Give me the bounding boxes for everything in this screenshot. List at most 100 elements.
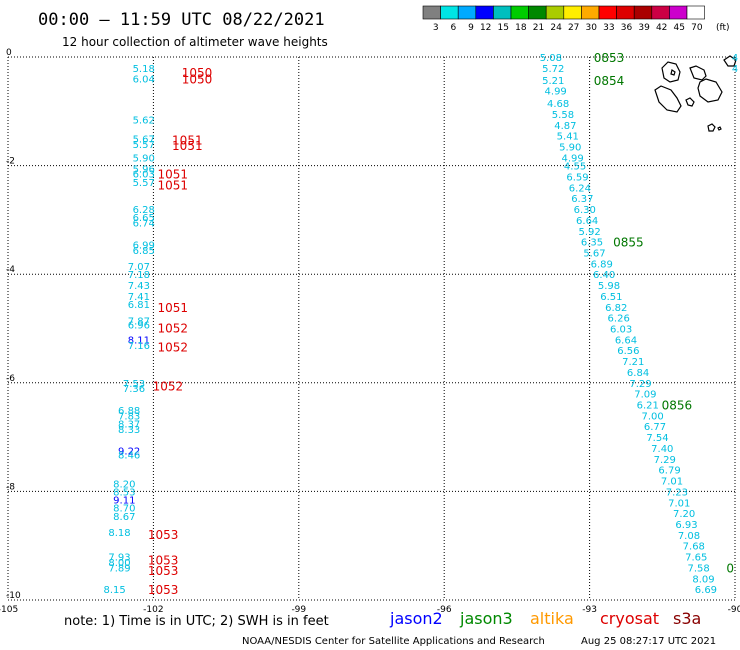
- wave-height-label: 6.03: [610, 325, 632, 336]
- pass-time-label: 1051: [158, 179, 189, 193]
- wave-height-label: 7.21: [622, 357, 644, 368]
- wave-height-label: 4: [732, 53, 738, 64]
- scale-swatch: [651, 5, 670, 20]
- wave-height-label: 6.64: [576, 216, 598, 227]
- scale-label: 3: [433, 23, 439, 33]
- pass-time-label: 1050: [182, 66, 213, 80]
- wave-height-label: 6.04: [133, 75, 155, 86]
- wave-height-label: 7.43: [128, 281, 150, 292]
- scale-label: 36: [621, 23, 633, 33]
- scale-swatch: [669, 5, 688, 20]
- track-edge: 44: [732, 53, 738, 75]
- wave-height-label: 5.18: [133, 64, 155, 75]
- wave-height-label: 4.87: [554, 121, 576, 132]
- wave-height-label: 7.93: [108, 553, 130, 564]
- wave-height-label: 7.41: [128, 292, 150, 303]
- wave-height-label: 6.28: [133, 205, 155, 216]
- wave-height-label: 6.81: [128, 300, 150, 311]
- scale-swatch: [510, 5, 529, 20]
- wave-height-label: 8.20: [113, 479, 135, 490]
- wave-height-label: 7.23: [666, 487, 688, 498]
- wave-height-label: 4.55: [564, 162, 586, 173]
- pass-time-label: 1053: [148, 553, 179, 567]
- wave-height-label: 7.58: [688, 563, 710, 574]
- pass-time-label: 0853: [594, 51, 625, 65]
- wave-height-label: 7.68: [683, 542, 705, 553]
- scale-label: 9: [468, 23, 474, 33]
- scale-swatch: [686, 5, 705, 20]
- x-tick-label: -102: [143, 605, 163, 615]
- wave-height-label: 6.85: [133, 246, 155, 257]
- scale-swatch: [616, 5, 635, 20]
- y-tick-label: 0: [6, 48, 12, 58]
- axis-ticks: -105 -102 -99 -96 -93 -90 0 -2 -4 -6 -8 -10: [0, 48, 740, 615]
- wave-height-label: 4.99: [545, 87, 567, 98]
- wave-height-label: 8.18: [108, 528, 130, 539]
- pass-time-label: 1053: [148, 564, 179, 578]
- wave-height-label: 4: [732, 64, 738, 75]
- wave-height-label: 7.65: [685, 553, 707, 564]
- pass-time-label: 0: [726, 561, 734, 575]
- scale-label: 18: [515, 23, 527, 33]
- track-west: 5.186.045.625.675.575.905.966.035.576.28…: [103, 64, 212, 597]
- wave-height-label: 7.89: [108, 563, 130, 574]
- scale-label: 21: [533, 23, 544, 33]
- wave-height-label: 8.67: [113, 512, 135, 523]
- wave-height-label: 5.90: [133, 153, 155, 164]
- scale-label: 42: [656, 23, 667, 33]
- x-tick-label: -96: [437, 605, 452, 615]
- pass-time-label: 1051: [158, 301, 189, 315]
- wave-height-label: 6.79: [658, 466, 680, 477]
- wave-height-label: 6.89: [591, 259, 613, 270]
- wave-height-label: 6.51: [600, 292, 622, 303]
- wave-height-label: 8.33: [118, 425, 140, 436]
- y-tick-label: -10: [6, 591, 21, 601]
- wave-height-label: 7.54: [646, 433, 668, 444]
- footer-timestamp: Aug 25 08:27:17 UTC 2021: [581, 636, 716, 647]
- wave-height-label: 6.74: [133, 219, 155, 230]
- scale-swatch: [440, 5, 459, 20]
- scale-swatch: [545, 5, 565, 20]
- x-tick-label: -93: [582, 605, 597, 615]
- pass-time-label: 1052: [153, 380, 184, 394]
- y-tick-label: -2: [6, 157, 15, 167]
- wave-height-label: 5.62: [133, 115, 155, 126]
- wave-height-label: 5.58: [552, 110, 574, 121]
- wave-height-label: 6.64: [615, 335, 637, 346]
- scale-swatch: [475, 5, 494, 20]
- wave-height-label: 9.11: [113, 496, 135, 507]
- scale-swatch: [493, 5, 512, 20]
- wave-height-label: 6.26: [608, 314, 630, 325]
- scale-swatch: [598, 5, 617, 20]
- scale-label: 27: [568, 23, 579, 33]
- wave-height-label: 5.98: [598, 281, 620, 292]
- wave-height-label: 6.69: [695, 585, 717, 596]
- wave-height-label: 6.77: [644, 422, 666, 433]
- wave-height-label: 4.68: [547, 99, 569, 110]
- wave-height-label: 5.92: [578, 227, 600, 238]
- wave-height-label: 7.18: [128, 270, 150, 281]
- wave-height-label: 7.29: [629, 379, 651, 390]
- wave-height-label: 8.00: [108, 558, 130, 569]
- wave-height-label: 8.15: [103, 585, 125, 596]
- map-grid: [7, 56, 736, 601]
- track-east: 5.085.725.214.994.685.584.875.415.904.99…: [540, 51, 734, 596]
- wave-height-label: 6.96: [128, 321, 150, 332]
- wave-height-label: 6.99: [133, 240, 155, 251]
- wave-height-label: 6.84: [627, 368, 649, 379]
- mission-jason3: jason3: [459, 609, 513, 628]
- scale-swatch: [528, 5, 547, 20]
- y-tick-label: -8: [6, 482, 15, 492]
- wave-height-label: 8.11: [128, 335, 150, 346]
- wave-height-label: 5.67: [133, 134, 155, 145]
- pass-time-label: 1051: [172, 139, 203, 153]
- scale-swatch: [563, 5, 582, 20]
- wave-height-label: 5.57: [133, 178, 155, 189]
- scale-label: 15: [498, 23, 509, 33]
- x-tick-label: -90: [728, 605, 740, 615]
- mission-legend: jason2 jason3 altika cryosat s3a: [389, 609, 701, 628]
- wave-height-label: 7.53: [123, 379, 145, 390]
- footer-credit: NOAA/NESDIS Center for Satellite Applica…: [242, 636, 545, 647]
- pass-time-label: 1051: [172, 134, 203, 148]
- wave-height-label: 4.99: [562, 153, 584, 164]
